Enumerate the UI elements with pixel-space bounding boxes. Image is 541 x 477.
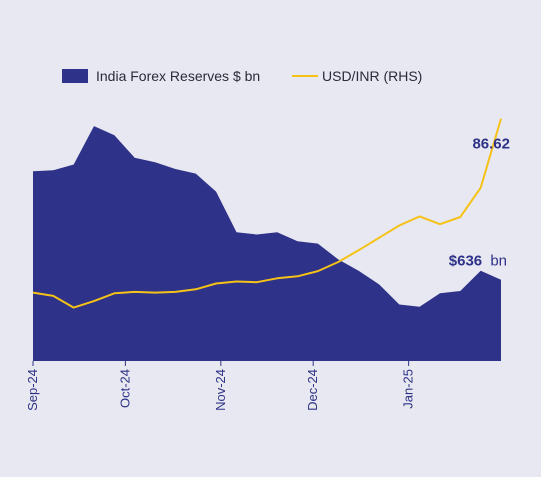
legend: India Forex Reserves $ bn USD/INR (RHS) [62,68,422,84]
reserves-last-label: $636 bn [449,253,507,270]
x-tick-label: Oct-24 [117,369,132,408]
reserves-area [33,126,501,361]
legend-swatch-reserves [62,69,88,83]
usdinr-line [32,118,502,309]
plot-area [32,118,502,361]
x-tick-label: Nov-24 [213,369,228,411]
reserves-last-unit: bn [490,253,507,270]
usdinr-last-label: 86.62 [472,136,510,153]
x-tick-label: Sep-24 [25,369,40,411]
legend-label-reserves: India Forex Reserves $ bn [96,68,260,84]
x-tick-label: Dec-24 [305,369,320,411]
annotations: $636 bn 86.62 [449,136,510,270]
x-tick-label: Jan-25 [401,369,416,409]
legend-label-usdinr: USD/INR (RHS) [322,68,422,84]
reserves-last-value: $636 [449,253,482,270]
x-axis: Sep-24 Oct-24 Nov-24 Dec-24 Jan-25 [25,361,416,411]
